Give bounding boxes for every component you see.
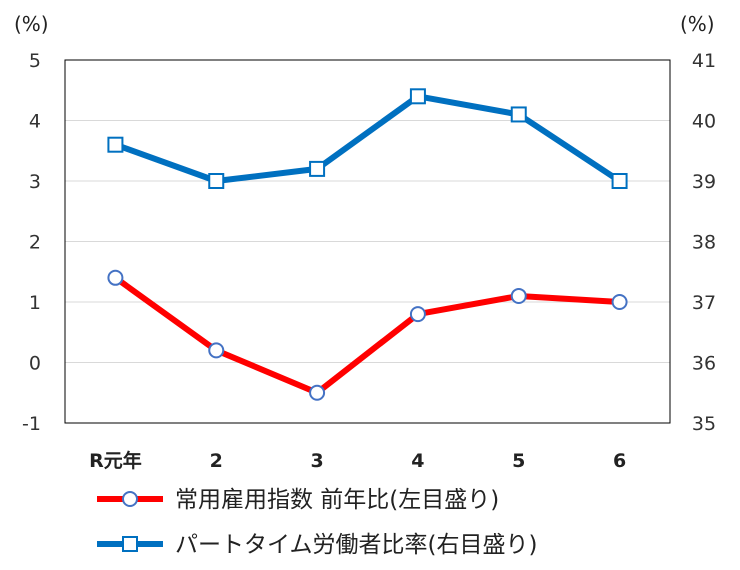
data-point-square xyxy=(107,136,124,153)
x-tick-label: R元年 xyxy=(89,449,142,472)
x-tick-label: 5 xyxy=(512,450,525,472)
x-tick-label: 2 xyxy=(210,450,223,472)
right-tick-label: 39 xyxy=(692,171,716,193)
left-tick-label: 4 xyxy=(29,111,41,133)
right-tick-label: 40 xyxy=(692,111,716,133)
data-point-square xyxy=(309,160,326,177)
legend-label-employment-index: 常用雇用指数 前年比(左目盛り) xyxy=(175,487,499,513)
data-point-circle xyxy=(309,384,326,401)
left-tick-label: 2 xyxy=(29,232,41,254)
legend-marker-circle xyxy=(122,491,138,507)
legend-item-employment-index: 常用雇用指数 前年比(左目盛り) xyxy=(97,487,499,513)
data-point-circle xyxy=(510,287,527,304)
plot-area-border xyxy=(64,59,671,424)
left-tick-label: 1 xyxy=(29,292,41,314)
left-axis-ticks: 5 4 3 2 1 0 -1 xyxy=(22,50,41,435)
legend: 常用雇用指数 前年比(左目盛り) パートタイム労働者比率(右目盛り) xyxy=(97,487,538,558)
series-line-0 xyxy=(112,274,623,396)
data-point-square xyxy=(510,106,527,123)
left-axis-unit: (%) xyxy=(14,12,49,36)
right-tick-label: 41 xyxy=(692,50,716,72)
legend-label-part-time-ratio: パートタイム労働者比率(右目盛り) xyxy=(175,532,538,558)
left-tick-label: 3 xyxy=(29,171,41,193)
legend-item-part-time-ratio: パートタイム労働者比率(右目盛り) xyxy=(97,532,538,558)
left-tick-label: 5 xyxy=(29,50,41,72)
right-tick-label: 35 xyxy=(692,413,716,435)
data-point-circle xyxy=(409,306,426,323)
data-point-circle xyxy=(208,342,225,359)
left-tick-label: 0 xyxy=(29,353,41,375)
x-axis-ticks: R元年 2 3 4 5 6 xyxy=(89,449,626,472)
right-axis-unit: (%) xyxy=(680,12,715,36)
data-point-square xyxy=(611,173,628,189)
x-tick-label: 3 xyxy=(310,450,323,472)
right-tick-label: 37 xyxy=(692,292,716,314)
data-point-square xyxy=(409,88,426,105)
right-tick-label: 38 xyxy=(692,232,716,254)
gridlines xyxy=(65,120,670,363)
data-point-circle xyxy=(611,294,628,310)
x-tick-label: 6 xyxy=(613,450,626,472)
series-lines xyxy=(107,88,628,401)
x-tick-label: 4 xyxy=(411,450,424,472)
legend-marker-square xyxy=(122,536,138,552)
data-point-circle xyxy=(107,269,124,286)
series-line-1 xyxy=(112,93,623,184)
right-axis-ticks: 41 40 39 38 37 36 35 xyxy=(692,50,716,435)
left-tick-label: -1 xyxy=(22,413,41,435)
right-tick-label: 36 xyxy=(692,353,716,375)
data-point-square xyxy=(208,173,225,189)
